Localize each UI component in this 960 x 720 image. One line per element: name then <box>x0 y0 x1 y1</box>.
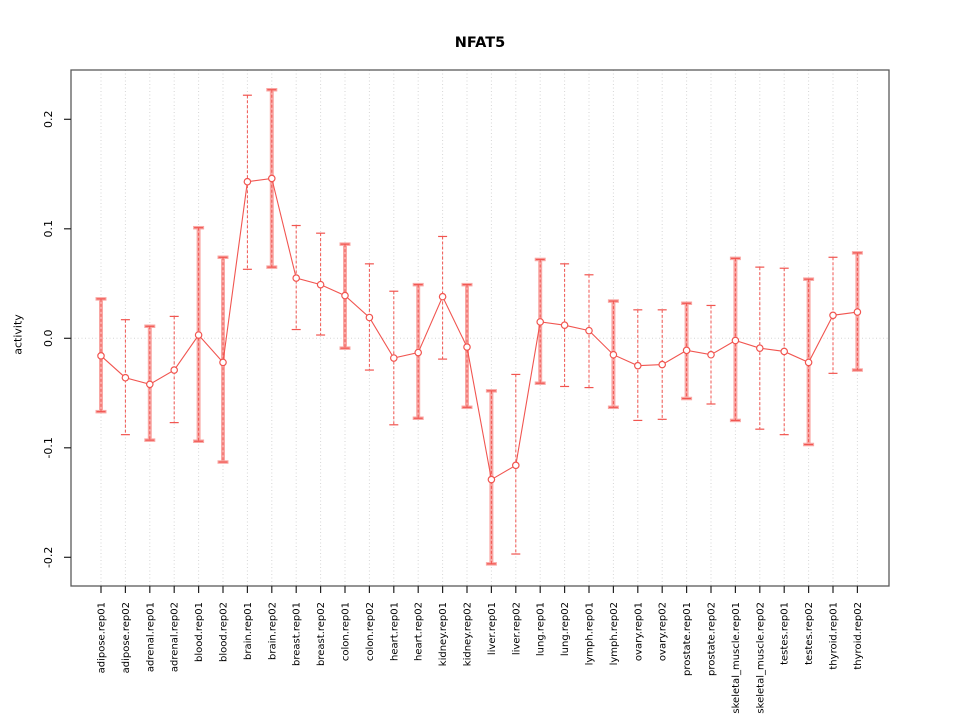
data-point <box>609 350 618 359</box>
x-tick-label: skeletal_muscle.rep02 <box>755 602 766 714</box>
data-point <box>121 373 130 382</box>
data-point <box>414 348 423 357</box>
x-tick-label: lymph.rep02 <box>609 602 620 665</box>
data-point <box>389 354 398 362</box>
data-point <box>97 352 105 360</box>
chart-title: NFAT5 <box>454 35 506 51</box>
x-tick-label: blood.rep02 <box>219 602 230 662</box>
data-point <box>219 358 227 367</box>
x-tick-label: liver.rep02 <box>511 602 522 655</box>
x-tick-label: ovary.rep01 <box>633 602 644 661</box>
data-point <box>243 177 252 186</box>
x-tick-label: liver.rep01 <box>487 602 498 655</box>
x-tick-label: breast.rep01 <box>292 602 303 666</box>
y-axis-title: activity <box>11 314 25 355</box>
x-tick-label: lymph.rep01 <box>585 602 596 665</box>
x-tick-label: prostate.rep01 <box>682 602 693 676</box>
y-tick-label: -0.1 <box>42 437 55 458</box>
data-point <box>658 360 667 369</box>
x-tick-label: kidney.rep01 <box>438 602 449 666</box>
y-tick-label: 0.0 <box>42 330 55 348</box>
data-point <box>804 358 813 367</box>
data-point <box>731 336 740 345</box>
x-tick-label: adrenal.rep01 <box>145 602 156 672</box>
data-point <box>365 313 374 322</box>
y-tick-label: 0.1 <box>42 220 55 238</box>
x-tick-label: testes.rep01 <box>780 602 791 665</box>
x-tick-label: colon.rep01 <box>341 602 352 661</box>
data-point <box>853 308 862 316</box>
data-point <box>146 380 154 389</box>
x-tick-label: blood.rep01 <box>194 602 205 662</box>
data-point <box>633 361 642 370</box>
x-tick-label: brain.rep01 <box>243 602 254 660</box>
data-point <box>682 346 691 355</box>
data-point <box>560 321 569 329</box>
y-tick-label: -0.2 <box>42 547 55 568</box>
x-tick-label: kidney.rep02 <box>463 602 474 666</box>
series-line <box>100 177 858 481</box>
x-tick-label: skeletal_muscle.rep01 <box>731 602 742 714</box>
x-tick-label: adrenal.rep02 <box>170 602 181 672</box>
data-point <box>341 291 349 300</box>
x-tick-label: heart.rep01 <box>389 602 400 661</box>
x-tick-label: thyroid.rep02 <box>853 602 864 670</box>
x-tick-label: lung.rep02 <box>560 602 571 656</box>
plot-border <box>70 69 890 587</box>
data-point <box>829 311 837 320</box>
x-tick-label: adipose.rep01 <box>97 602 108 673</box>
data-point <box>438 292 447 301</box>
x-tick-label: lung.rep01 <box>536 602 547 656</box>
data-point <box>487 475 496 484</box>
data-point <box>536 318 545 326</box>
y-tick-label: 0.2 <box>42 111 55 129</box>
x-tick-label: testes.rep02 <box>804 602 815 665</box>
data-point <box>267 174 276 183</box>
data-point <box>707 350 715 359</box>
x-tick-label: brain.rep02 <box>267 602 278 660</box>
data-point <box>780 347 789 356</box>
x-tick-label: prostate.rep02 <box>707 602 718 676</box>
x-tick-label: breast.rep02 <box>316 602 327 666</box>
data-point <box>292 274 301 282</box>
x-tick-label: ovary.rep02 <box>658 602 669 661</box>
data-point <box>316 280 325 289</box>
x-tick-label: colon.rep02 <box>365 602 376 661</box>
x-tick-label: thyroid.rep01 <box>829 602 840 670</box>
x-tick-label: heart.rep02 <box>414 602 425 661</box>
data-point <box>511 461 520 470</box>
data-point <box>585 326 593 335</box>
data-point <box>755 344 764 352</box>
x-tick-label: adipose.rep02 <box>121 602 132 673</box>
data-point <box>463 343 471 351</box>
data-point <box>194 331 203 339</box>
data-point <box>170 366 179 374</box>
